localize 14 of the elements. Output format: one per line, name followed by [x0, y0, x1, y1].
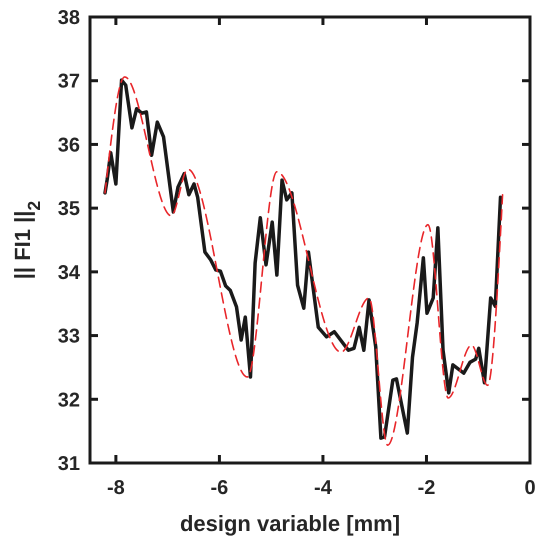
x-tick-label: -8 — [106, 477, 125, 499]
x-axis-title: design variable [mm] — [180, 511, 400, 536]
y-tick-label: 34 — [58, 262, 81, 284]
x-tick-label: -6 — [210, 477, 228, 499]
y-tick-label: 38 — [58, 7, 80, 29]
y-tick-label: 37 — [58, 70, 80, 93]
y-tick-label: 36 — [58, 134, 80, 156]
y-tick-label: 31 — [58, 453, 80, 475]
x-tick-label: -4 — [314, 477, 333, 499]
y-tick-label: 32 — [58, 389, 80, 412]
y-tick-label: 33 — [58, 326, 80, 348]
x-tick-label: -2 — [418, 477, 436, 499]
x-tick-label: 0 — [524, 477, 536, 499]
y-tick-label: 35 — [58, 198, 80, 220]
